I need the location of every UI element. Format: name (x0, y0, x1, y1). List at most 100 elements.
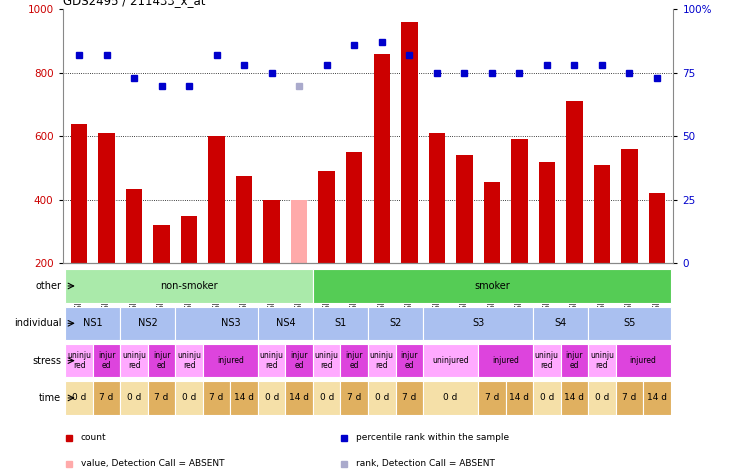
Bar (203, 381, 230, 415)
Text: 0 d: 0 d (264, 393, 279, 402)
Bar (230, 381, 258, 415)
Text: uninju
red: uninju red (67, 351, 91, 370)
Text: S2: S2 (389, 319, 402, 328)
Text: 14 d: 14 d (234, 393, 254, 402)
Bar (506, 381, 533, 415)
Bar (428, 133, 445, 263)
Bar (373, 54, 390, 263)
Bar (121, 307, 175, 340)
Text: 14 d: 14 d (565, 393, 584, 402)
Bar (291, 200, 308, 263)
Text: injur
ed: injur ed (345, 351, 363, 370)
Bar (561, 381, 588, 415)
Bar (478, 381, 506, 415)
Bar (539, 162, 555, 263)
Bar (93, 381, 121, 415)
Text: uninju
red: uninju red (122, 351, 146, 370)
Bar (368, 307, 423, 340)
Bar (153, 225, 170, 263)
Text: S1: S1 (334, 319, 347, 328)
Text: injur
ed: injur ed (400, 351, 418, 370)
Text: uninjured: uninjured (432, 356, 469, 365)
Text: uninju
red: uninju red (369, 351, 394, 370)
Text: uninju
red: uninju red (177, 351, 201, 370)
Bar (66, 307, 121, 340)
Bar (341, 344, 368, 377)
Text: other: other (35, 281, 61, 291)
Text: NS2: NS2 (138, 319, 158, 328)
Text: S3: S3 (472, 319, 484, 328)
Bar (71, 124, 88, 263)
Text: 7 d: 7 d (210, 393, 224, 402)
Text: 14 d: 14 d (509, 393, 529, 402)
Bar (208, 137, 225, 263)
Bar (175, 381, 203, 415)
Text: GDS2495 / 211433_x_at: GDS2495 / 211433_x_at (63, 0, 205, 7)
Bar (594, 165, 610, 263)
Text: uninju
red: uninju red (535, 351, 559, 370)
Text: uninju
red: uninju red (315, 351, 339, 370)
Bar (648, 193, 665, 263)
Bar (478, 344, 533, 377)
Bar (258, 344, 286, 377)
Text: injured: injured (630, 356, 657, 365)
Bar (66, 381, 93, 415)
Text: S4: S4 (554, 319, 567, 328)
Text: NS4: NS4 (276, 319, 295, 328)
Text: injur
ed: injur ed (98, 351, 116, 370)
Text: injur
ed: injur ed (566, 351, 583, 370)
Text: count: count (81, 433, 107, 442)
Bar (258, 307, 313, 340)
Bar (621, 149, 637, 263)
Bar (286, 381, 313, 415)
Text: injured: injured (492, 356, 519, 365)
Text: value, Detection Call = ABSENT: value, Detection Call = ABSENT (81, 459, 224, 468)
Bar (148, 344, 175, 377)
Text: stress: stress (32, 356, 61, 365)
Bar (341, 381, 368, 415)
Text: 7 d: 7 d (402, 393, 417, 402)
Bar (368, 344, 395, 377)
Bar (313, 344, 341, 377)
Bar (175, 307, 286, 340)
Bar (203, 344, 258, 377)
Bar (126, 189, 142, 263)
Bar (401, 22, 417, 263)
Text: uninju
red: uninju red (590, 351, 614, 370)
Bar (66, 269, 313, 303)
Bar (561, 344, 588, 377)
Text: smoker: smoker (474, 281, 510, 291)
Bar (313, 307, 368, 340)
Text: time: time (39, 393, 61, 403)
Text: 0 d: 0 d (539, 393, 554, 402)
Bar (533, 307, 588, 340)
Text: non-smoker: non-smoker (160, 281, 218, 291)
Text: uninju
red: uninju red (260, 351, 283, 370)
Text: NS1: NS1 (83, 319, 102, 328)
Bar (643, 381, 670, 415)
Bar (395, 344, 423, 377)
Bar (258, 381, 286, 415)
Text: 7 d: 7 d (155, 393, 169, 402)
Bar (286, 344, 313, 377)
Bar (615, 344, 670, 377)
Bar (533, 344, 561, 377)
Bar (456, 155, 473, 263)
Bar (511, 139, 528, 263)
Text: 0 d: 0 d (595, 393, 609, 402)
Bar (93, 344, 121, 377)
Bar (121, 381, 148, 415)
Bar (615, 381, 643, 415)
Text: 7 d: 7 d (484, 393, 499, 402)
Bar (121, 344, 148, 377)
Bar (484, 182, 500, 263)
Text: 7 d: 7 d (99, 393, 114, 402)
Text: 0 d: 0 d (375, 393, 389, 402)
Text: 0 d: 0 d (319, 393, 334, 402)
Bar (588, 307, 670, 340)
Text: individual: individual (14, 319, 61, 328)
Bar (588, 381, 615, 415)
Text: 0 d: 0 d (443, 393, 458, 402)
Text: percentile rank within the sample: percentile rank within the sample (355, 433, 509, 442)
Bar (236, 176, 252, 263)
